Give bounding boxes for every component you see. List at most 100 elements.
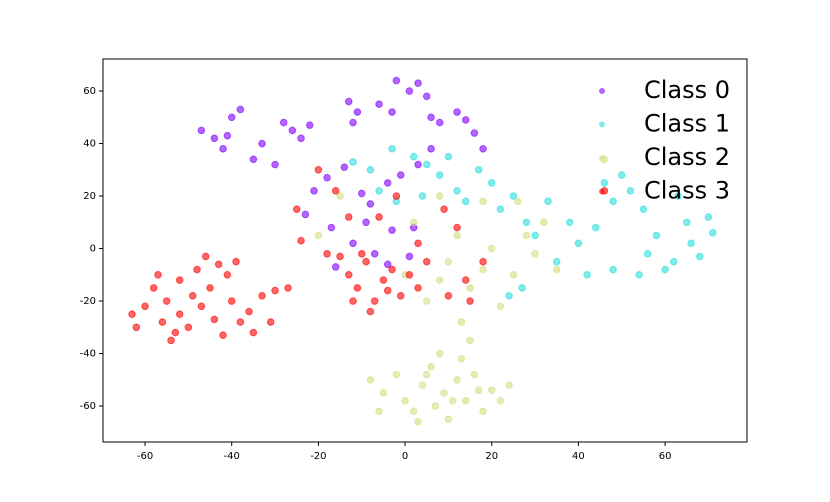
point [479, 197, 487, 206]
point [236, 318, 245, 326]
point [440, 389, 448, 397]
point [704, 213, 713, 221]
point [271, 286, 279, 295]
point [461, 276, 470, 284]
point [210, 134, 219, 143]
point [258, 291, 266, 300]
point [392, 192, 401, 200]
point [457, 354, 466, 363]
point [505, 381, 513, 389]
y-tick-label: 0 [90, 244, 96, 255]
point [609, 265, 617, 274]
point [184, 323, 193, 332]
point [388, 108, 396, 116]
point [366, 165, 375, 174]
point [518, 284, 526, 292]
point [258, 139, 266, 148]
point [375, 100, 383, 108]
point [552, 257, 561, 266]
x-tick-label: -40 [224, 451, 240, 462]
point [639, 205, 648, 213]
point [383, 260, 392, 269]
point [422, 297, 431, 305]
point [414, 79, 422, 87]
point [435, 276, 444, 284]
point [227, 297, 236, 305]
x-tick-label: 60 [659, 451, 672, 462]
point [292, 205, 301, 213]
point [349, 239, 357, 248]
point [375, 407, 383, 416]
point [418, 192, 427, 200]
point [435, 192, 444, 200]
point [175, 276, 184, 284]
point [379, 276, 388, 284]
point [193, 265, 201, 274]
y-tick-label: 20 [83, 191, 96, 202]
point [375, 213, 383, 221]
point [448, 396, 457, 405]
point [310, 186, 318, 195]
point [574, 239, 583, 248]
point [336, 192, 344, 200]
point [245, 307, 253, 316]
point [344, 270, 353, 279]
point [409, 218, 418, 227]
point [171, 328, 180, 337]
point [249, 328, 258, 337]
point [531, 249, 539, 258]
point [682, 218, 691, 227]
legend-label: Class 3 [644, 177, 730, 205]
point [522, 231, 531, 240]
point [487, 386, 496, 395]
point [331, 186, 340, 195]
point [409, 152, 418, 161]
point [288, 126, 297, 135]
point [223, 270, 232, 279]
point [444, 257, 453, 266]
point [336, 252, 344, 261]
point [388, 144, 396, 153]
point [496, 396, 505, 405]
point [635, 270, 643, 279]
point [687, 239, 695, 248]
point [418, 381, 427, 389]
point [583, 270, 591, 279]
point [435, 349, 444, 358]
point [466, 297, 474, 305]
point [427, 113, 435, 122]
point [522, 218, 531, 227]
point [344, 213, 353, 221]
point [353, 108, 362, 116]
point [266, 318, 275, 326]
point [643, 249, 652, 258]
point [427, 144, 435, 153]
point [509, 270, 518, 279]
point [453, 186, 461, 195]
point [383, 179, 392, 187]
x-tick-label: -60 [137, 451, 153, 462]
point [271, 160, 279, 169]
point [609, 197, 617, 206]
point [297, 236, 305, 245]
point [392, 76, 401, 85]
point [427, 362, 435, 371]
point [431, 402, 440, 410]
point [206, 284, 214, 292]
axes-frame [102, 58, 748, 443]
legend-label: Class 0 [644, 76, 730, 104]
point [444, 291, 453, 300]
x-tick-label: 0 [402, 451, 408, 462]
point [357, 189, 366, 198]
point [370, 297, 379, 305]
point [158, 318, 167, 326]
point [544, 197, 552, 206]
legend-marker [599, 121, 605, 128]
point [414, 284, 422, 292]
point [617, 171, 626, 179]
point [279, 118, 288, 127]
point [470, 370, 479, 379]
point [405, 252, 414, 261]
point [513, 197, 522, 206]
